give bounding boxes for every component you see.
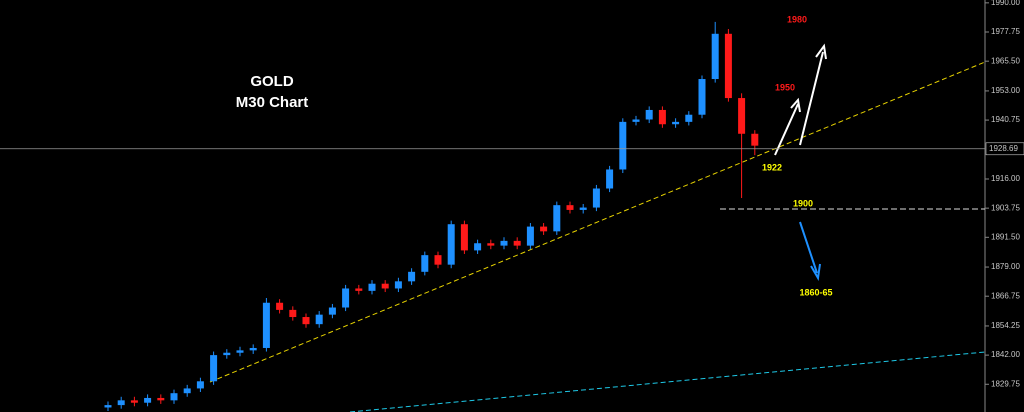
candle-body: [381, 283, 389, 289]
candle-body: [223, 352, 231, 356]
y-tick-label: 1891.50: [991, 232, 1020, 241]
candle-body: [526, 226, 534, 246]
candle-body: [579, 207, 587, 210]
candle-body: [500, 240, 508, 246]
y-tick-label: 1829.75: [991, 379, 1020, 388]
candle-body: [196, 381, 204, 389]
candle-body: [672, 121, 680, 125]
candle-body: [315, 314, 323, 325]
candle-body: [408, 271, 416, 282]
candle-body: [328, 307, 336, 315]
trendline: [209, 61, 986, 383]
last-price-label: 1928.69: [989, 144, 1018, 153]
candle-body: [342, 288, 350, 308]
candle-body: [460, 224, 468, 251]
candle-body: [658, 109, 666, 125]
chart-title: GOLD: [250, 73, 293, 90]
y-tick-label: 1953.00: [991, 86, 1020, 95]
candle-body: [474, 243, 482, 251]
candle-body: [738, 98, 746, 134]
candle-body: [592, 188, 600, 208]
candle-body: [210, 355, 218, 382]
candle-body: [170, 393, 178, 401]
candle-body: [553, 205, 561, 232]
target-label: 1950: [775, 82, 795, 92]
candle-body: [447, 224, 455, 265]
candle-body: [751, 133, 759, 146]
arrow: [774, 97, 801, 156]
trendline: [349, 351, 986, 412]
candle-body: [236, 350, 244, 353]
y-tick-label: 1854.25: [991, 321, 1020, 330]
y-tick-label: 1842.00: [991, 350, 1020, 359]
last-price-box: [985, 142, 1024, 156]
candle-body: [434, 255, 442, 265]
candle-body: [262, 302, 270, 348]
candle-body: [276, 302, 284, 310]
y-tick-label: 1965.50: [991, 56, 1020, 65]
candle-body: [117, 400, 125, 406]
target-label: 1860-65: [799, 287, 832, 297]
y-tick-label: 1903.75: [991, 203, 1020, 212]
y-tick-label: 1866.75: [991, 291, 1020, 300]
candle-body: [711, 33, 719, 80]
arrow: [799, 221, 821, 281]
candle-body: [566, 205, 574, 210]
y-tick-label: 1990.00: [991, 0, 1020, 7]
candle-body: [632, 119, 640, 122]
candle-body: [724, 33, 732, 99]
candle-body: [183, 388, 191, 394]
candle-body: [698, 79, 706, 115]
candle-body: [685, 114, 693, 122]
candle-body: [157, 397, 165, 401]
candle-body: [368, 283, 376, 291]
level-label: 1900: [793, 198, 813, 208]
y-tick-label: 1940.75: [991, 115, 1020, 124]
y-tick-label: 1879.00: [991, 262, 1020, 271]
candle-body: [606, 169, 614, 189]
candle-body: [540, 226, 548, 232]
level-label: 1922: [762, 162, 782, 172]
candle-body: [394, 281, 402, 289]
target-label: 1980: [787, 14, 807, 24]
chart-subtitle: M30 Chart: [236, 94, 309, 111]
candle-body: [487, 243, 495, 246]
candle-body: [104, 405, 112, 408]
candle-body: [645, 109, 653, 120]
candle-body: [513, 240, 521, 246]
candle-body: [619, 121, 627, 170]
arrow: [799, 43, 827, 146]
y-tick-label: 1977.75: [991, 27, 1020, 36]
candle-body: [355, 288, 363, 291]
candle-body: [421, 255, 429, 272]
y-tick-label: 1916.00: [991, 174, 1020, 183]
candle-body: [289, 309, 297, 318]
candle-body: [130, 400, 138, 403]
arrows: [774, 43, 827, 156]
candle-body: [144, 397, 152, 403]
candle-body: [249, 347, 257, 351]
candle-body: [302, 317, 310, 325]
